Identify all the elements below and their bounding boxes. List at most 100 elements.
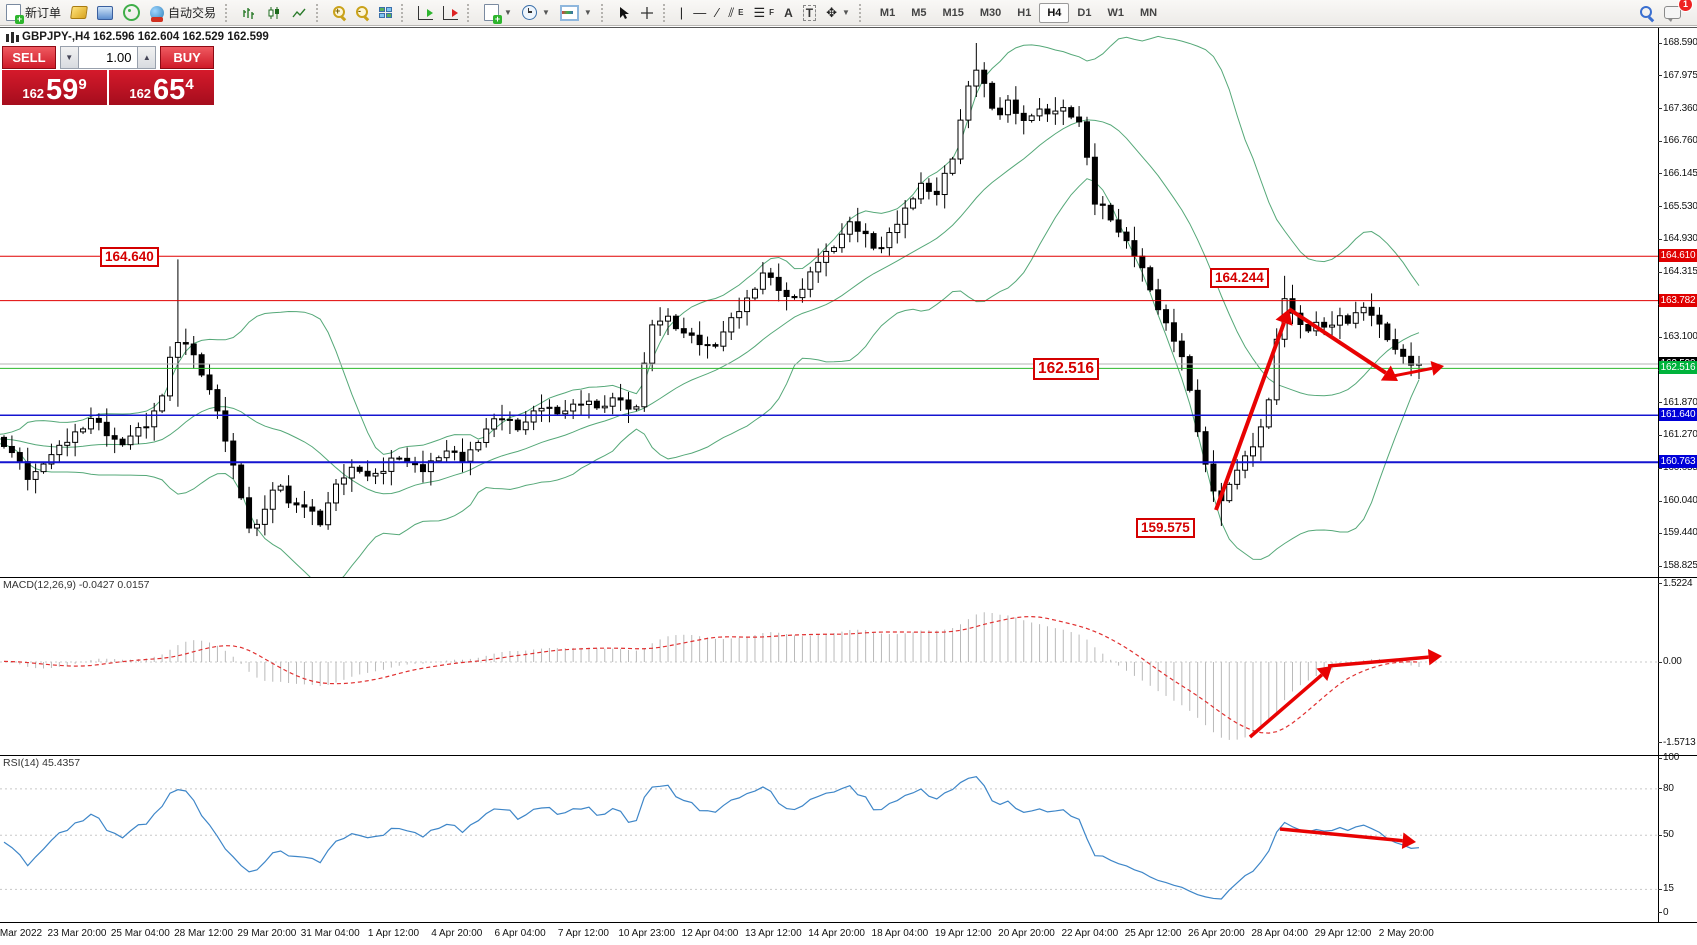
price-axis-label: 164.930 xyxy=(1663,233,1697,245)
timeframe-w1[interactable]: W1 xyxy=(1107,6,1124,19)
fibonacci-tool[interactable]: ☰ F xyxy=(750,2,779,24)
timeframe-mn[interactable]: MN xyxy=(1139,6,1158,19)
main-toolbar: + 新订单 自动交易 + - + ▼ ▼ ▼ xyxy=(0,0,1697,26)
timeframe-m5[interactable]: M5 xyxy=(911,6,927,19)
time-axis-label[interactable]: 29 Mar 20:00 xyxy=(237,928,297,939)
timeframe-m1[interactable]: M1 xyxy=(879,6,896,19)
indicators-button[interactable]: + ▼ xyxy=(480,2,516,24)
time-axis-label[interactable]: 31 Mar 04:00 xyxy=(300,928,360,939)
time-axis-label[interactable]: 2 May 20:00 xyxy=(1378,928,1434,939)
horizontal-line-tool[interactable]: — xyxy=(689,2,710,24)
macd-axis-tick xyxy=(1658,661,1662,663)
price-axis-tick xyxy=(1658,500,1662,502)
tile-windows-button[interactable] xyxy=(375,2,396,24)
macd-axis-tick xyxy=(1658,583,1662,585)
timeframe-h4[interactable]: H4 xyxy=(1039,2,1070,23)
sell-price-big: 59 xyxy=(46,74,79,106)
time-axis-label[interactable]: 13 Apr 12:00 xyxy=(744,928,802,939)
timeframe-m30[interactable]: M30 xyxy=(979,6,1002,19)
zoom-in-button[interactable]: + xyxy=(329,2,350,24)
time-axis-label[interactable]: 1 Apr 12:00 xyxy=(367,928,420,939)
time-axis-label[interactable]: 26 Apr 20:00 xyxy=(1188,928,1245,939)
timeframe-group: M1 M5 M15 M30 H1 H4 D1 W1 MN xyxy=(872,2,1165,23)
time-axis-label[interactable]: 25 Apr 12:00 xyxy=(1124,928,1182,939)
computer-icon xyxy=(97,5,114,20)
time-axis-label[interactable]: 4 Apr 20:00 xyxy=(431,928,483,939)
price-axis-tick xyxy=(1658,206,1662,208)
price-annotation-label[interactable]: 164.244 xyxy=(1210,268,1269,288)
time-axis-label[interactable]: 14 Apr 20:00 xyxy=(808,928,865,939)
crosshair-tool[interactable] xyxy=(636,2,658,24)
line-chart-button[interactable] xyxy=(288,2,311,24)
price-annotation-label[interactable]: 162.516 xyxy=(1033,358,1100,380)
rsi-axis-tick xyxy=(1658,834,1662,836)
arrows-tool[interactable]: ✥ ▼ xyxy=(822,2,854,24)
price-axis-label: 159.440 xyxy=(1663,527,1697,539)
time-axis-label[interactable]: 6 Apr 04:00 xyxy=(494,928,546,939)
time-axis-label[interactable]: 19 Apr 12:00 xyxy=(934,928,992,939)
time-axis-label: Mar 2022 xyxy=(0,928,43,939)
time-axis-label[interactable]: 10 Apr 23:00 xyxy=(618,928,676,939)
new-order-label: 新订单 xyxy=(25,6,62,20)
search-button[interactable] xyxy=(1636,2,1658,24)
vertical-line-icon: | xyxy=(679,5,684,20)
chart-shift-button[interactable] xyxy=(439,2,462,24)
buy-price-pip: 4 xyxy=(185,76,194,93)
new-order-button[interactable]: + 新订单 xyxy=(2,2,65,24)
timeframe-m15[interactable]: M15 xyxy=(942,6,964,19)
zoom-out-icon: - xyxy=(356,6,370,22)
periods-button[interactable]: ▼ xyxy=(518,2,554,24)
text-tool[interactable]: A xyxy=(780,2,797,24)
toolbar-separator xyxy=(225,3,233,22)
timeframe-h1[interactable]: H1 xyxy=(1017,6,1032,19)
notifications-button[interactable]: 1 xyxy=(1660,0,1693,24)
time-axis-label[interactable]: 28 Mar 12:00 xyxy=(174,928,234,939)
cursor-tool[interactable] xyxy=(614,2,634,24)
price-axis-tick xyxy=(1658,75,1662,77)
timeframe-d1[interactable]: D1 xyxy=(1077,6,1092,19)
sell-price-display[interactable]: 162 59 9 xyxy=(2,70,107,105)
text-label-tool[interactable]: T xyxy=(799,2,820,24)
chart-symbol-icon xyxy=(5,32,19,43)
price-annotation-label[interactable]: 164.640 xyxy=(100,247,159,267)
time-axis-label[interactable]: 28 Apr 04:00 xyxy=(1251,928,1309,939)
candlestick-chart-button[interactable] xyxy=(263,2,286,24)
time-axis-label[interactable]: 22 Apr 04:00 xyxy=(1061,928,1119,939)
buy-price-display[interactable]: 162 65 4 xyxy=(109,70,214,105)
time-axis-label[interactable]: 29 Apr 12:00 xyxy=(1314,928,1372,939)
time-axis-label[interactable]: 7 Apr 12:00 xyxy=(557,928,609,939)
price-tag: 164.610 xyxy=(1659,249,1697,263)
arrow-objects-icon: ✥ xyxy=(826,5,837,20)
time-axis-label[interactable]: 23 Mar 20:00 xyxy=(47,928,107,939)
volume-decrease-button[interactable]: ▼ xyxy=(59,46,79,69)
trendline-tool[interactable]: ∕ xyxy=(712,2,722,24)
terminal-button[interactable] xyxy=(93,2,117,24)
volume-input[interactable]: 1.00 xyxy=(78,46,138,69)
time-axis-label[interactable]: 12 Apr 04:00 xyxy=(681,928,739,939)
price-axis-label: 160.040 xyxy=(1663,495,1697,507)
macd-axis-label: -1.5713 xyxy=(1663,736,1696,748)
volume-increase-button[interactable]: ▲ xyxy=(137,46,157,69)
bar-chart-icon xyxy=(243,7,255,19)
crosshair-icon xyxy=(640,6,653,19)
equidistant-channel-tool[interactable]: ⫽ E xyxy=(724,2,747,24)
buy-button[interactable]: BUY xyxy=(160,46,215,69)
signals-button[interactable] xyxy=(119,2,144,24)
price-axis-tick xyxy=(1658,336,1662,338)
signal-icon xyxy=(123,4,141,21)
time-axis-label[interactable]: 25 Mar 04:00 xyxy=(110,928,170,939)
auto-scroll-button[interactable] xyxy=(414,2,437,24)
sell-button[interactable]: SELL xyxy=(2,46,56,69)
autotrading-button[interactable]: 自动交易 xyxy=(146,2,220,24)
channel-icon: ⫽ xyxy=(728,5,735,20)
time-axis-label[interactable]: 20 Apr 20:00 xyxy=(998,928,1055,939)
price-axis-label: 161.270 xyxy=(1663,429,1697,441)
price-annotation-label[interactable]: 159.575 xyxy=(1136,518,1195,538)
zoom-out-button[interactable]: - xyxy=(352,2,373,24)
chevron-down-icon: ▼ xyxy=(583,8,592,17)
vertical-line-tool[interactable]: | xyxy=(676,2,687,24)
time-axis-label[interactable]: 18 Apr 04:00 xyxy=(871,928,929,939)
templates-button[interactable]: ▼ xyxy=(556,2,596,24)
bar-chart-button[interactable] xyxy=(238,2,261,24)
